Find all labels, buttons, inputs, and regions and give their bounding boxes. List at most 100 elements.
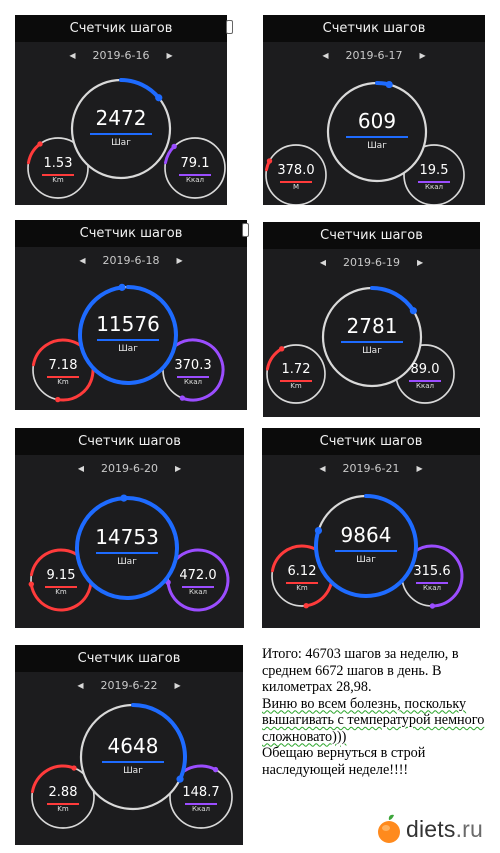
rings xyxy=(264,80,465,205)
date-label: 2019-6-18 xyxy=(102,253,160,267)
calories-ring-knob xyxy=(429,603,436,609)
next-day-icon[interactable]: ▶ xyxy=(416,257,424,267)
steps-label: Шаг xyxy=(118,344,138,354)
steps-ring-knob xyxy=(155,94,163,102)
steps-value-underline xyxy=(335,550,397,552)
prev-day-icon[interactable]: ◀ xyxy=(319,257,327,267)
next-day-icon[interactable]: ▶ xyxy=(416,463,423,473)
calories-value-underline xyxy=(409,380,441,382)
distance-ring-track xyxy=(265,144,327,205)
distance-ring-knob xyxy=(71,765,77,771)
distance-ring-knob xyxy=(278,346,285,352)
calories-ring-track xyxy=(164,137,226,199)
next-day-icon[interactable]: ▶ xyxy=(419,50,426,60)
prev-day-icon[interactable]: ◀ xyxy=(322,50,329,60)
prev-day-icon[interactable]: ◀ xyxy=(77,463,85,473)
window-edge-icon xyxy=(226,20,233,34)
distance-unit: Km xyxy=(290,382,302,390)
rings xyxy=(270,494,464,609)
distance-value-underline xyxy=(42,174,74,176)
calories-unit: Ккал xyxy=(423,584,441,592)
rings xyxy=(30,703,233,829)
app-title: Счетчик шагов xyxy=(263,15,485,42)
steps-value-underline xyxy=(102,761,164,763)
calories-value-underline xyxy=(179,174,211,176)
steps-ring-knob xyxy=(176,775,184,783)
step-card: Счетчик шагов ◀ 2019-6-21 ▶ 9864 Шаг 6.12 Km 315… xyxy=(262,428,480,628)
steps-value: 9864 xyxy=(340,523,392,547)
distance-value: 9.15 xyxy=(46,568,76,583)
rings xyxy=(31,283,225,403)
next-day-icon[interactable]: ▶ xyxy=(174,680,181,690)
calories-unit: Ккал xyxy=(192,805,210,813)
prev-day-icon[interactable]: ◀ xyxy=(79,255,86,265)
calories-value-underline xyxy=(416,582,448,584)
app-title: Счетчик шагов xyxy=(263,222,480,249)
window-edge-icon xyxy=(242,223,249,237)
calories-value: 370.3 xyxy=(174,358,212,373)
steps-value: 14753 xyxy=(95,525,159,549)
distance-unit: Km xyxy=(55,588,67,596)
prev-day-icon[interactable]: ◀ xyxy=(319,463,326,473)
date-navigator: ◀ 2019-6-16 ▶ xyxy=(15,46,227,64)
diets-logo: diets.ru xyxy=(376,812,483,846)
distance-value: 1.53 xyxy=(43,156,73,171)
calories-ring-progress xyxy=(166,548,230,612)
prev-day-icon[interactable]: ◀ xyxy=(77,680,84,690)
distance-value-underline xyxy=(47,376,79,378)
next-day-icon[interactable]: ▶ xyxy=(166,50,173,60)
date-label: 2019-6-17 xyxy=(345,48,403,62)
date-navigator: ◀ 2019-6-17 ▶ xyxy=(263,46,485,64)
distance-ring-knob xyxy=(303,603,309,609)
rings xyxy=(265,286,455,404)
distance-value-underline xyxy=(280,380,312,382)
calories-value-underline xyxy=(185,803,217,805)
distance-value: 7.18 xyxy=(48,358,78,373)
distance-ring-progress xyxy=(30,764,76,794)
step-card: Счетчик шагов ◀ 2019-6-22 ▶ 4648 Шаг 2.88 Km 148… xyxy=(15,645,243,845)
steps-ring-progress xyxy=(314,494,418,598)
steps-label: Шаг xyxy=(356,555,376,565)
distance-ring-knob xyxy=(37,141,43,147)
next-day-icon[interactable]: ▶ xyxy=(174,463,182,473)
date-label: 2019-6-22 xyxy=(100,678,158,692)
date-label: 2019-6-21 xyxy=(342,461,400,475)
prev-day-icon[interactable]: ◀ xyxy=(69,50,76,60)
steps-ring-knob xyxy=(385,80,393,89)
distance-value-underline xyxy=(280,181,312,183)
logo-name: diets xyxy=(406,815,456,842)
step-card: Счетчик шагов ◀ 2019-6-20 ▶ 14753 Шаг 9.15 Km 47… xyxy=(15,428,244,628)
distance-value: 2.88 xyxy=(48,785,78,800)
calories-unit: Ккал xyxy=(425,183,443,191)
steps-ring-progress xyxy=(119,78,161,100)
date-navigator: ◀ 2019-6-21 ▶ xyxy=(262,459,480,477)
steps-value: 4648 xyxy=(107,734,159,758)
steps-ring-progress xyxy=(131,703,187,782)
step-card: Счетчик шагов ◀ 2019-6-16 ▶ 2472 Шаг 1.53 Km 79.… xyxy=(15,15,227,205)
calories-value: 148.7 xyxy=(182,785,220,800)
calories-value-underline xyxy=(177,376,209,378)
calories-value: 472.0 xyxy=(179,568,217,583)
app-title: Счетчик шагов xyxy=(15,645,243,672)
calories-value-underline xyxy=(418,181,450,183)
distance-unit: Km xyxy=(57,378,69,386)
distance-value: 378.0 xyxy=(277,163,315,178)
next-day-icon[interactable]: ▶ xyxy=(176,255,183,265)
calories-unit: Ккал xyxy=(416,382,434,390)
calories-ring-knob xyxy=(171,143,177,150)
logo-domain: .ru xyxy=(455,815,484,842)
rings xyxy=(28,494,230,612)
steps-value-underline xyxy=(341,341,403,343)
steps-label: Шаг xyxy=(111,138,131,148)
steps-ring-progress xyxy=(75,496,179,600)
calories-value: 19.5 xyxy=(419,163,449,178)
steps-value: 609 xyxy=(357,109,397,133)
steps-value-underline xyxy=(346,136,408,138)
steps-ring-knob xyxy=(120,494,128,502)
distance-ring-knob xyxy=(55,396,61,403)
steps-value-underline xyxy=(97,339,159,341)
distance-unit: Km xyxy=(52,176,64,184)
distance-value-underline xyxy=(45,586,77,588)
date-navigator: ◀ 2019-6-22 ▶ xyxy=(15,676,243,694)
calories-value-underline xyxy=(182,586,214,588)
